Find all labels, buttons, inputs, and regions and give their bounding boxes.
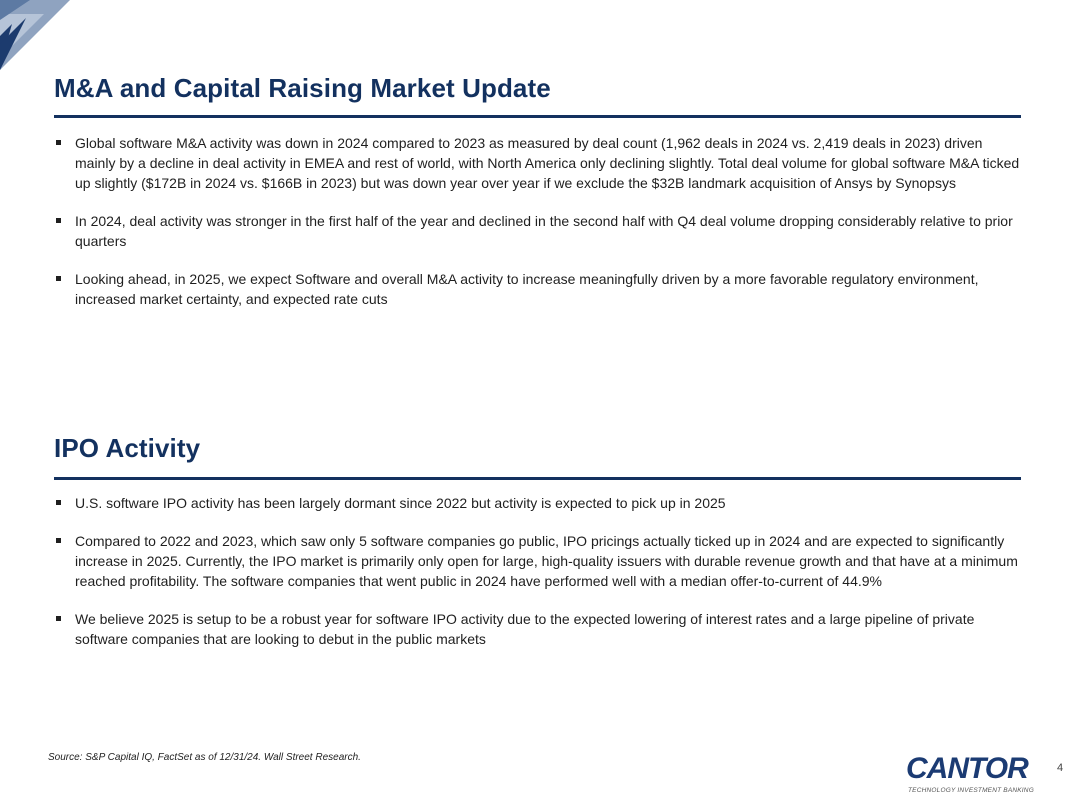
page-number: 4 <box>1057 762 1064 774</box>
square-bullet-icon <box>56 500 61 505</box>
ipo-bullet-list: U.S. software IPO activity has been larg… <box>54 493 1022 649</box>
list-item: Looking ahead, in 2025, we expect Softwa… <box>54 269 1022 309</box>
square-bullet-icon <box>56 140 61 145</box>
bullet-text: Looking ahead, in 2025, we expect Softwa… <box>75 271 979 307</box>
title-divider <box>54 115 1021 118</box>
bullet-text: We believe 2025 is setup to be a robust … <box>75 611 975 647</box>
list-item: In 2024, deal activity was stronger in t… <box>54 211 1022 251</box>
square-bullet-icon <box>56 276 61 281</box>
logo-wordmark: CANTOR <box>906 752 1029 785</box>
ma-bullet-list: Global software M&A activity was down in… <box>54 133 1022 309</box>
list-item: Global software M&A activity was down in… <box>54 133 1022 193</box>
bullet-text: Global software M&A activity was down in… <box>75 135 1020 191</box>
section-divider <box>54 477 1021 480</box>
square-bullet-icon <box>56 218 61 223</box>
square-bullet-icon <box>56 538 61 543</box>
logo-tagline: TECHNOLOGY INVESTMENT BANKING <box>908 787 1034 794</box>
list-item: We believe 2025 is setup to be a robust … <box>54 609 1022 649</box>
square-bullet-icon <box>56 616 61 621</box>
bullet-text: In 2024, deal activity was stronger in t… <box>75 213 1013 249</box>
list-item: U.S. software IPO activity has been larg… <box>54 493 1022 513</box>
list-item: Compared to 2022 and 2023, which saw onl… <box>54 531 1022 591</box>
page-title: M&A and Capital Raising Market Update <box>54 73 551 103</box>
bullet-text: Compared to 2022 and 2023, which saw onl… <box>75 533 1018 589</box>
source-note: Source: S&P Capital IQ, FactSet as of 12… <box>48 752 361 763</box>
corner-decoration <box>0 0 70 70</box>
section-title-ipo: IPO Activity <box>54 433 201 463</box>
bullet-text: U.S. software IPO activity has been larg… <box>75 495 726 511</box>
cantor-logo: CANTOR TECHNOLOGY INVESTMENT BANKING <box>906 754 1048 798</box>
